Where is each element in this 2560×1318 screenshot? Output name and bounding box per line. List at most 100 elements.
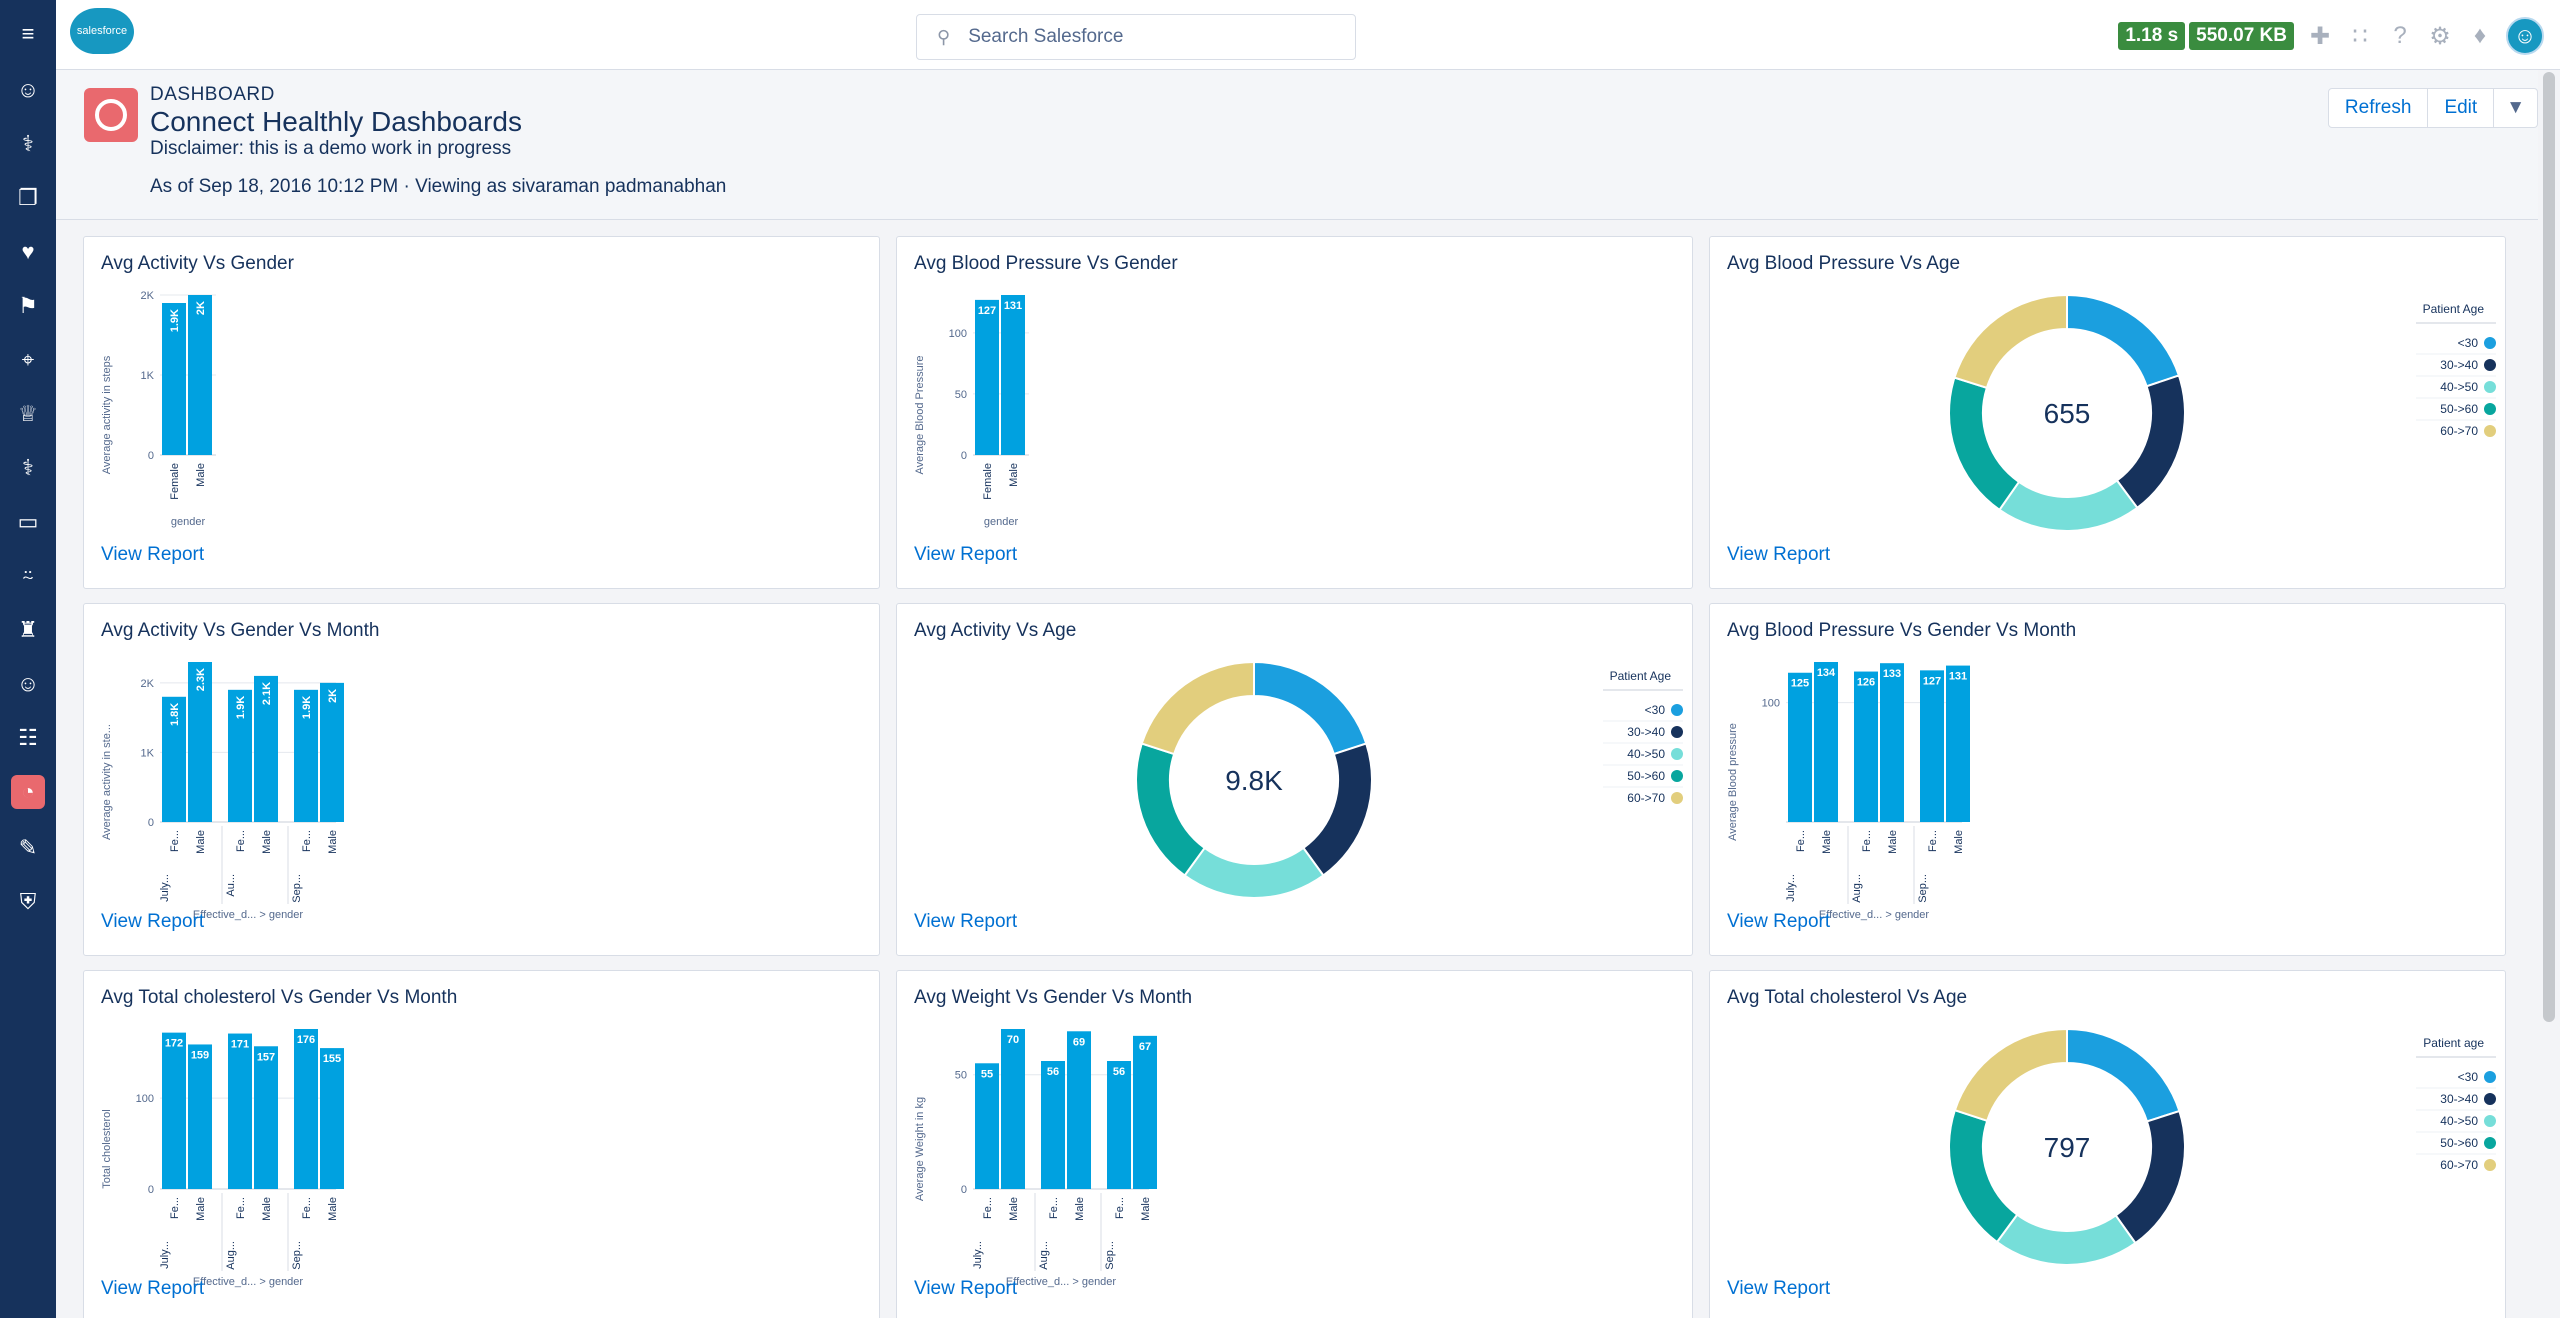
donut-slice[interactable] [1140,660,1255,756]
bar-value-label: 1.9K [301,696,313,719]
setup-gear-icon[interactable]: ⚙ [2429,22,2451,50]
view-report-link[interactable]: View Report [1727,544,1831,565]
donut-slice[interactable] [1998,479,2139,532]
donut-slice[interactable] [1135,742,1207,877]
donut-slice[interactable] [1948,1108,2019,1244]
nav-shield-item[interactable]: ⛨ [0,880,56,924]
nav-contacts-item[interactable]: ☺ [0,662,56,706]
bar[interactable] [228,689,252,822]
donut-slice[interactable] [1953,1027,2068,1123]
view-report-link[interactable]: View Report [914,1278,1018,1299]
scrollbar-thumb[interactable] [2543,72,2555,1022]
nav-pencil-item[interactable]: ✎ [0,826,56,870]
bar[interactable] [320,1048,344,1189]
refresh-button[interactable]: Refresh [2327,88,2429,128]
scrollbar[interactable] [2538,70,2560,1318]
view-report-link[interactable]: View Report [1727,911,1831,932]
bar-value-label: 2.3K [195,668,207,691]
help-icon[interactable]: ? [2393,22,2407,49]
bar[interactable] [162,696,186,822]
legend-label: 50->60 [2440,402,2478,416]
donut-slice[interactable] [2066,293,2181,388]
bar[interactable] [188,295,212,455]
legend-title: Patient Age [2423,302,2485,316]
logo-text: salesforce [76,25,128,37]
donut-slice[interactable] [1948,376,2021,512]
bar[interactable] [294,1029,318,1189]
nav-trophy-item[interactable]: ♕ [0,392,56,436]
nav-clipboard-item[interactable]: ☷ [0,716,56,760]
bar[interactable] [1920,670,1944,822]
avatar[interactable]: ☺ [2506,17,2544,55]
bar[interactable] [254,675,278,822]
bar[interactable] [1814,662,1838,822]
nav-castle-item[interactable]: ♜ [0,608,56,652]
bar[interactable] [320,682,344,822]
edit-button[interactable]: Edit [2428,88,2495,128]
donut-slice[interactable] [1183,846,1325,899]
bar[interactable] [1880,663,1904,822]
group-label: Sep... [291,1241,303,1270]
app-launcher-icon[interactable]: ∷ [2352,22,2368,50]
more-actions-button[interactable]: ▼ [2494,88,2538,128]
bar[interactable] [975,299,999,455]
nav-dashboard-item[interactable]: ◔ [0,770,56,814]
bar-value-label: 2K [195,301,207,315]
dashboard-component-card: Average Blood Pressure 0 50 100 127 Female 131… [896,236,1693,589]
bar[interactable] [1001,295,1025,455]
nav-heart-item[interactable]: ♥ [0,230,56,274]
bar[interactable] [1107,1061,1131,1189]
bar[interactable] [1946,665,1970,822]
bar[interactable] [254,1046,278,1189]
donut-slice[interactable] [2115,374,2186,510]
donut-slice[interactable] [1253,660,1368,756]
card-title: Avg Activity Vs Gender Vs Month [101,620,380,641]
bar-value-label: 55 [981,1068,993,1080]
bar[interactable] [188,1044,212,1189]
nav-document-item[interactable]: ❐ [0,176,56,220]
nav-contacts-item[interactable]: ☺ [0,68,56,112]
legend-label: 40->50 [2440,380,2478,394]
view-report-link[interactable]: View Report [914,544,1018,565]
legend-swatch [2484,403,2496,415]
nav-stethoscope-item[interactable]: ⚕ [0,122,56,166]
x-tick-label: Female [169,463,181,500]
nav-menu-item[interactable]: ≡ [0,12,56,56]
nav-flag-item[interactable]: ⚑ [0,284,56,328]
nav-laptop-item[interactable]: ▭ [0,500,56,544]
laptop-icon: ▭ [17,509,39,534]
bar[interactable] [228,1033,252,1189]
search-input[interactable]: ⚲ Search Salesforce [916,14,1356,60]
nav-thermometer-item[interactable]: ⍨ [0,554,56,598]
bar-value-label: 70 [1007,1034,1019,1046]
bar[interactable] [1041,1061,1065,1189]
nav-telescope-item[interactable]: ⌖ [0,338,56,382]
donut-slice[interactable] [1301,742,1373,877]
legend-label: 50->60 [2440,1136,2478,1150]
x-tick-label: Male [327,1197,339,1221]
bar[interactable] [188,662,212,822]
nav-stethoscope-item[interactable]: ⚕ [0,446,56,490]
donut-slice[interactable] [2114,1109,2186,1245]
donut-slice[interactable] [2066,1027,2181,1123]
add-icon[interactable]: ✚ [2309,22,2331,50]
salesforce-logo[interactable]: salesforce [70,8,134,54]
bar[interactable] [294,689,318,822]
donut-slice[interactable] [1953,293,2068,390]
bar[interactable] [1788,672,1812,822]
bar[interactable] [1067,1031,1091,1189]
view-report-link[interactable]: View Report [101,911,205,932]
view-report-link[interactable]: View Report [914,911,1018,932]
view-report-link[interactable]: View Report [1727,1278,1831,1299]
donut-slice[interactable] [1995,1213,2137,1266]
bar[interactable] [162,1032,186,1189]
bar[interactable] [975,1063,999,1189]
bar[interactable] [1854,671,1878,822]
view-report-link[interactable]: View Report [101,1278,205,1299]
group-label: July... [159,874,171,902]
bar[interactable] [1001,1029,1025,1189]
view-report-link[interactable]: View Report [101,544,205,565]
bar[interactable] [162,303,186,455]
bar[interactable] [1133,1035,1157,1189]
notifications-bell-icon[interactable]: ♦ [2473,22,2487,49]
